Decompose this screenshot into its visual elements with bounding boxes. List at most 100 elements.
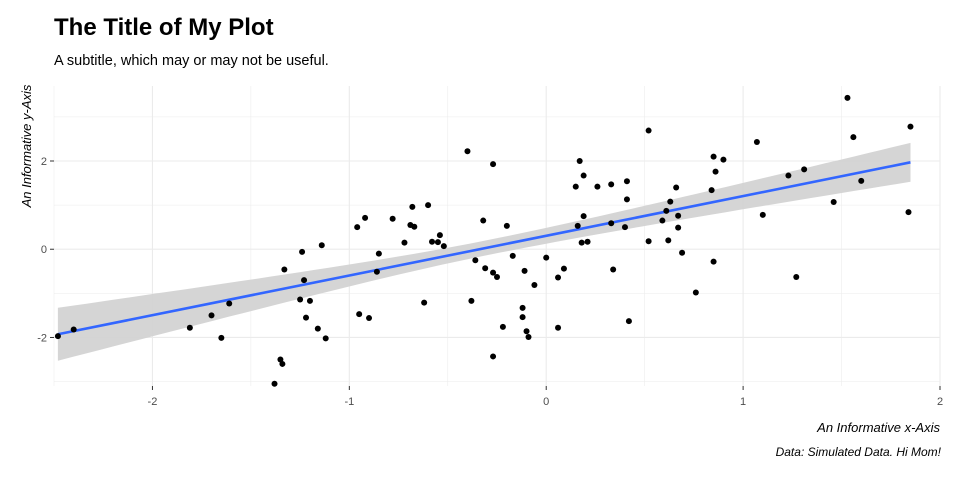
data-point	[440, 243, 447, 250]
data-point	[659, 217, 666, 224]
y-tick-label: -2	[37, 332, 47, 344]
y-tick-label: 2	[41, 156, 47, 168]
data-point	[494, 274, 500, 281]
data-point	[281, 266, 288, 273]
data-point	[401, 239, 408, 246]
data-point	[578, 239, 585, 246]
data-point	[389, 215, 396, 222]
data-point	[858, 177, 865, 184]
data-point	[509, 252, 516, 259]
data-point	[759, 211, 766, 218]
data-point	[429, 238, 436, 245]
confidence-band	[57, 142, 911, 361]
data-point	[421, 299, 428, 306]
data-point	[519, 314, 526, 321]
data-point	[271, 380, 278, 387]
data-point	[673, 184, 680, 191]
data-point	[499, 323, 506, 330]
data-point	[468, 297, 475, 304]
data-point	[279, 360, 286, 367]
data-point	[306, 297, 313, 304]
data-point	[645, 127, 652, 134]
data-point	[830, 199, 837, 206]
data-point	[521, 267, 528, 274]
y-tick-label: 0	[41, 244, 47, 256]
data-point	[594, 183, 601, 190]
data-point	[608, 181, 615, 188]
data-point	[576, 158, 583, 164]
data-point	[543, 254, 550, 261]
data-point	[663, 207, 670, 214]
data-point	[490, 269, 497, 276]
data-point	[572, 183, 579, 190]
fit-line	[57, 161, 911, 336]
data-point	[580, 172, 587, 179]
data-point	[409, 203, 416, 210]
data-point	[299, 248, 306, 255]
data-point	[710, 258, 717, 265]
chart-subtitle: A subtitle, which may or may not be usef…	[54, 53, 329, 69]
x-tick-label: 0	[543, 396, 549, 408]
data-point	[710, 153, 717, 160]
data-point	[675, 212, 682, 219]
data-point	[411, 223, 418, 230]
data-point	[580, 213, 587, 220]
data-point	[519, 304, 526, 311]
data-point	[584, 238, 591, 245]
data-point	[623, 178, 630, 185]
points-group	[54, 94, 914, 387]
data-point	[490, 161, 497, 168]
data-point	[464, 148, 471, 155]
data-point	[555, 324, 562, 331]
data-point	[708, 187, 715, 194]
data-point	[621, 224, 628, 231]
x-tick-label: -2	[148, 396, 158, 408]
data-point	[208, 312, 215, 319]
data-point	[850, 134, 857, 141]
data-point	[531, 281, 538, 288]
data-point	[472, 257, 479, 264]
data-point	[218, 334, 225, 341]
data-point	[373, 268, 380, 275]
data-point	[675, 224, 682, 231]
data-point	[322, 335, 329, 342]
data-point	[905, 209, 912, 216]
data-point	[844, 94, 851, 101]
data-point	[303, 314, 310, 321]
data-point	[362, 214, 369, 221]
data-point	[490, 353, 497, 360]
data-point	[434, 239, 441, 246]
data-point	[665, 237, 672, 244]
data-point	[186, 324, 193, 331]
data-point	[793, 274, 800, 281]
chart-title: The Title of My Plot	[54, 14, 274, 41]
data-point	[301, 277, 308, 284]
y-axis-ticks: -2 0 2	[37, 156, 54, 344]
data-point	[70, 326, 77, 333]
data-point	[480, 217, 487, 224]
data-point	[720, 156, 727, 163]
data-point	[645, 238, 652, 245]
data-point	[679, 249, 686, 256]
x-tick-label: 1	[740, 396, 746, 408]
x-axis-ticks: -2 -1 0 1 2	[148, 386, 943, 408]
data-point	[608, 220, 615, 227]
data-point	[503, 222, 510, 229]
data-point	[354, 224, 361, 231]
data-point	[356, 311, 363, 318]
data-point	[54, 333, 61, 340]
data-point	[482, 265, 489, 272]
data-point	[318, 242, 325, 249]
data-point	[297, 296, 304, 303]
data-point	[436, 232, 443, 239]
data-point	[523, 328, 530, 335]
data-point	[555, 274, 562, 281]
chart-caption: Data: Simulated Data. Hi Mom!	[775, 445, 941, 459]
grid-lines	[53, 86, 941, 386]
data-point	[525, 334, 532, 341]
confidence-band-area	[57, 142, 911, 361]
x-axis-label: An Informative x-Axis	[816, 420, 940, 435]
data-point	[560, 265, 567, 272]
data-point	[375, 250, 382, 257]
